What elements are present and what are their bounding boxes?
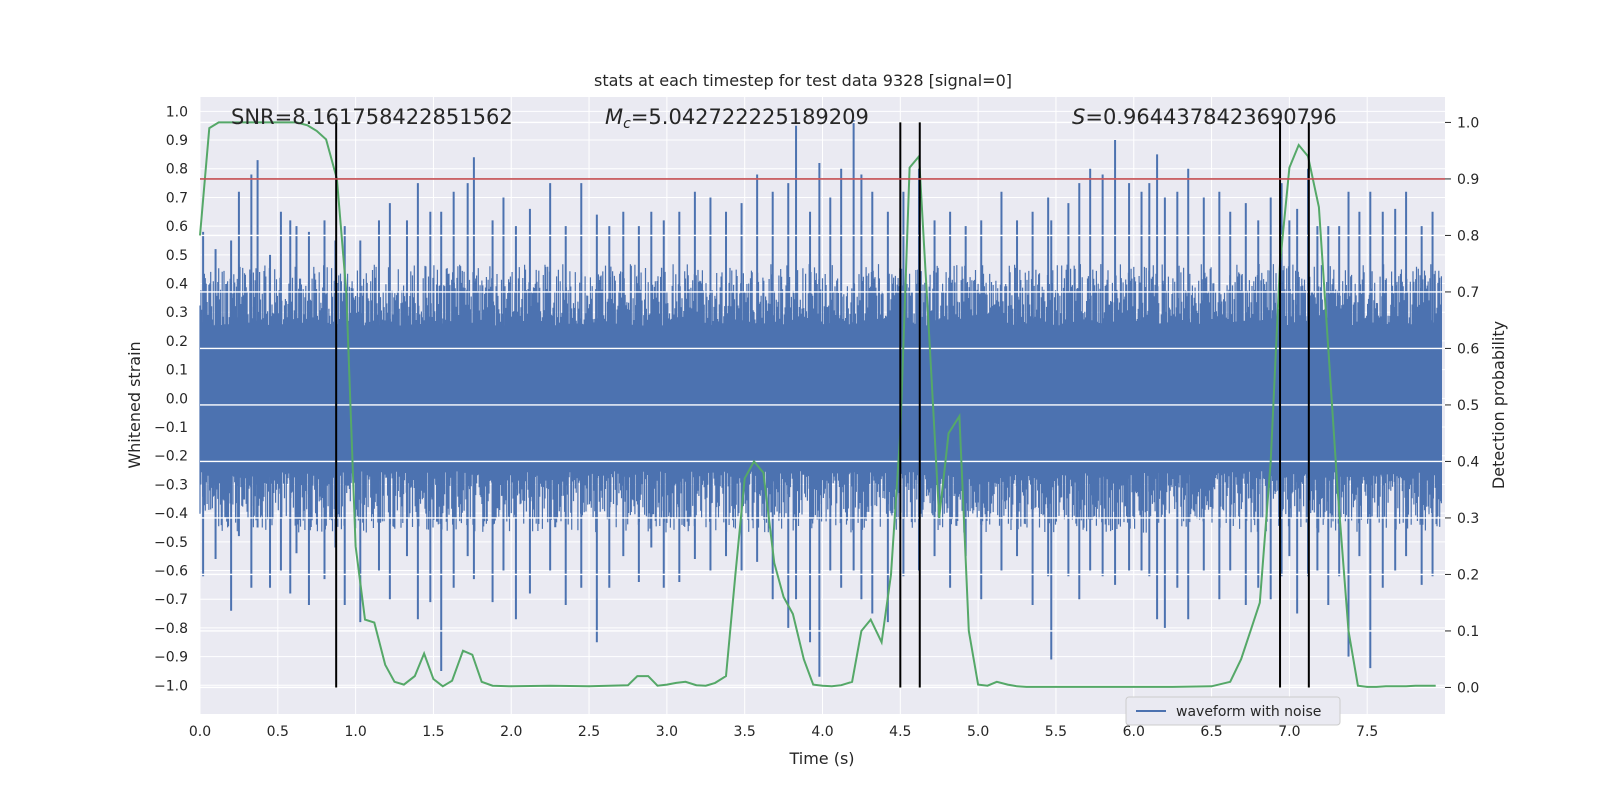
- y-left-tick-label: −0.9: [154, 650, 188, 666]
- y-right-tick-label: 0.9: [1457, 172, 1479, 188]
- x-tick-label: 4.0: [811, 724, 833, 740]
- legend: waveform with noise: [1125, 696, 1341, 726]
- x-tick-label: 1.5: [422, 724, 444, 740]
- x-tick-label: 7.0: [1278, 724, 1300, 740]
- y-right-tick-label: 0.1: [1457, 624, 1479, 640]
- y-left-tick-label: −0.4: [154, 506, 188, 522]
- y-left-tick-label: −0.3: [154, 477, 188, 493]
- x-tick-label: 4.5: [889, 724, 911, 740]
- y-left-tick-label: 0.5: [166, 248, 188, 264]
- x-tick-label: 3.5: [734, 724, 756, 740]
- stat-annotation: S=0.9644378423690796: [1072, 105, 1337, 129]
- x-tick-label: 3.0: [656, 724, 678, 740]
- y-left-tick-label: −0.8: [154, 621, 188, 637]
- y-right-tick-label: 0.0: [1457, 680, 1479, 696]
- x-axis-ticks: 0.0 0.5 1.0 1.5 2.0 2.5 3.0 3.5 4.0 4.5 5.0 5.5 6.0 6…: [189, 724, 1378, 740]
- y-right-tick-label: 0.4: [1457, 454, 1479, 470]
- chirp-mass-value: =5.042722225189209: [631, 105, 869, 129]
- waveform-core: [200, 328, 1442, 468]
- x-tick-label: 1.0: [344, 724, 366, 740]
- y-left-tick-label: 0.9: [166, 133, 188, 149]
- y-right-tick-label: 0.8: [1457, 228, 1479, 244]
- y-left-tick-label: −0.1: [154, 420, 188, 436]
- chirp-mass-subscript: c: [623, 116, 631, 132]
- y-right-tick-label: 0.3: [1457, 511, 1479, 527]
- snr-annotation: SNR=8.161758422851562: [231, 105, 513, 129]
- y-left-tick-label: −0.7: [154, 592, 188, 608]
- y-left-tick-label: −0.6: [154, 564, 188, 580]
- y-left-tick-label: 0.6: [166, 219, 188, 235]
- y-axis-right-label: Detection probability: [1489, 321, 1508, 489]
- y-left-tick-label: 1.0: [166, 104, 188, 120]
- y-right-tick-label: 0.6: [1457, 341, 1479, 357]
- stat-value: =0.9644378423690796: [1085, 105, 1336, 129]
- x-tick-label: 6.0: [1123, 724, 1145, 740]
- legend-box: [1125, 696, 1341, 726]
- x-tick-label: 0.0: [189, 724, 211, 740]
- chirp-mass-symbol: M: [605, 105, 623, 129]
- y-right-tick-label: 1.0: [1457, 115, 1479, 131]
- x-tick-label: 5.0: [967, 724, 989, 740]
- y-left-tick-label: −0.5: [154, 535, 188, 551]
- y-axis-right-ticks: 0.0 0.1 0.2 0.3 0.4 0.5 0.6 0.7 0.8 0.9 1.0: [1445, 115, 1479, 696]
- y-left-tick-label: −1.0: [154, 678, 188, 694]
- stat-symbol: S: [1072, 105, 1085, 129]
- x-tick-label: 6.5: [1200, 724, 1222, 740]
- chirp-mass-annotation: Mc=5.042722225189209: [605, 105, 869, 132]
- vertical-markers: [335, 122, 1310, 688]
- probability-series: [199, 121, 1436, 688]
- y-left-tick-label: 0.8: [166, 162, 188, 178]
- y-right-tick-label: 0.5: [1457, 398, 1479, 414]
- x-tick-label: 2.5: [578, 724, 600, 740]
- y-axis-left-label: Whitened strain: [125, 341, 144, 468]
- legend-label: waveform with noise: [1176, 704, 1321, 720]
- y-right-tick-label: 0.7: [1457, 285, 1479, 301]
- y-axis-left-ticks: −1.0 −0.9 −0.8 −0.7 −0.6 −0.5 −0.4 −0.3 −0.2 −0.1…: [154, 104, 188, 694]
- x-tick-label: 2.0: [500, 724, 522, 740]
- x-tick-label: 7.5: [1356, 724, 1378, 740]
- y-left-tick-label: 0.0: [166, 391, 188, 407]
- y-left-tick-label: 0.2: [166, 334, 188, 350]
- y-left-tick-label: 0.3: [166, 305, 188, 321]
- x-tick-label: 0.5: [267, 724, 289, 740]
- y-left-tick-label: −0.2: [154, 449, 188, 465]
- y-right-tick-label: 0.2: [1457, 567, 1479, 583]
- x-axis-label: Time (s): [788, 749, 854, 768]
- probability-line: [199, 121, 1436, 688]
- waveform-series: [199, 119, 1442, 677]
- x-tick-label: 5.5: [1045, 724, 1067, 740]
- y-left-tick-label: 0.7: [166, 190, 188, 206]
- chart-title: stats at each timestep for test data 932…: [594, 71, 1012, 90]
- y-left-tick-label: 0.1: [166, 363, 188, 379]
- y-left-tick-label: 0.4: [166, 277, 188, 293]
